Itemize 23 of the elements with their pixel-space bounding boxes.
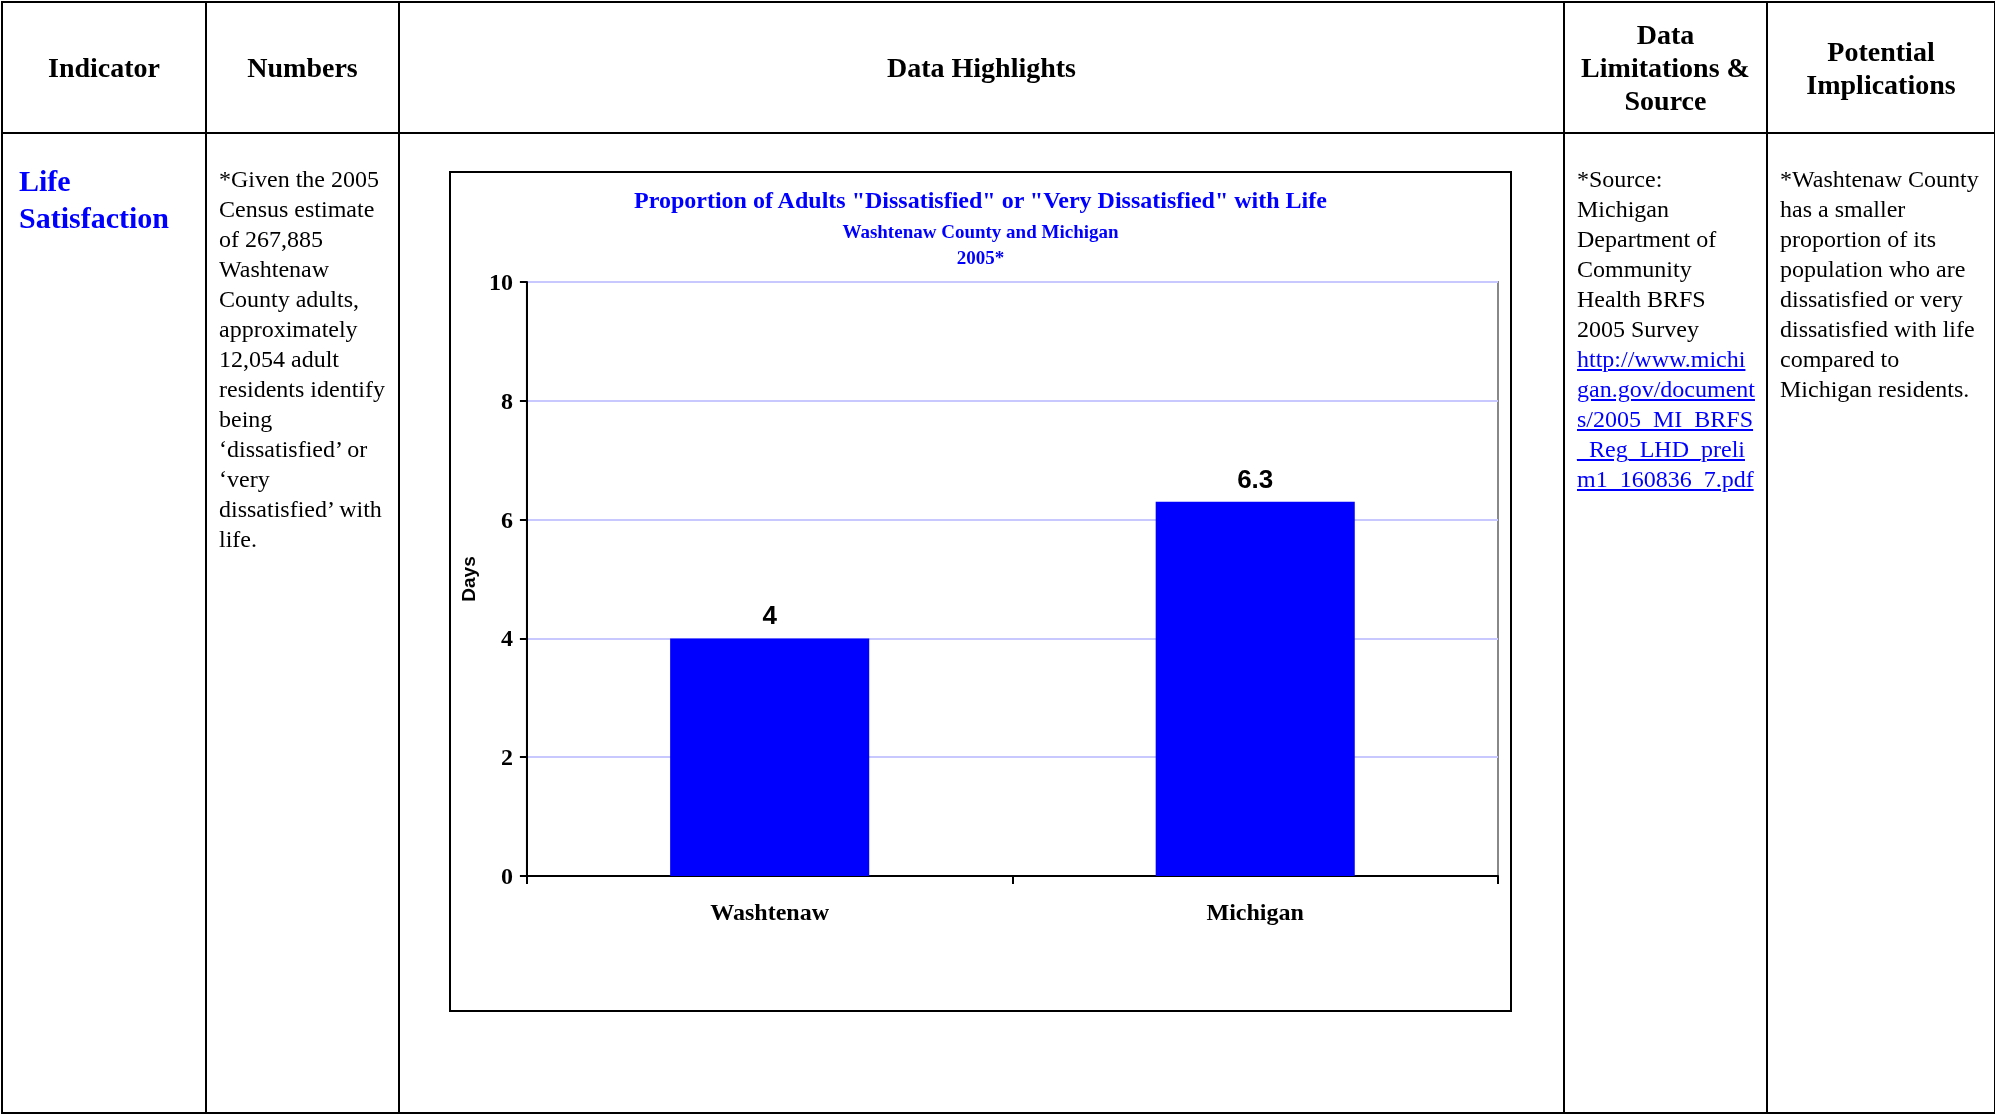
text: Indicator xyxy=(2,2,206,133)
y-tick-label: 8 xyxy=(500,387,513,414)
text: Data Limitations & Source xyxy=(1564,2,1767,133)
text: *Source: Michigan Department of Community Health BRFS 2005 Survey xyxy=(1577,166,1717,342)
text: *Washtenaw County has a smaller proportion of its population who are dissatisfied or very dissatisfied with life compared to Michigan residents. xyxy=(1767,133,1995,1113)
text: Data Highlights xyxy=(399,2,1564,133)
x-tick-label: Michigan xyxy=(1206,899,1304,925)
y-tick-label: 0 xyxy=(500,863,513,889)
text: http://www.michigan.gov/documents/2005_MI_BRFS_Reg_LHD_prelim1_160836_7.pdf xyxy=(1577,346,1755,492)
text: Numbers xyxy=(206,2,399,133)
chart-subtitle: Washtenaw County and Michigan 2005* xyxy=(842,220,1119,268)
x-tick-label: Washtenaw xyxy=(710,899,830,925)
y-tick-label: 10 xyxy=(488,269,513,295)
text: Life Satisfaction xyxy=(2,133,206,1113)
y-tick-label: 4 xyxy=(500,625,513,652)
chart-title: Proportion of Adults "Dissatisfied" or "Very Dissatisfied" with Life xyxy=(634,187,1328,213)
text: *Given the 2005 Census estimate of 267,885 Washtenaw County adults, approximately 12,054 adult residents identify being ‘dissatisfied’ or ‘very dissatisfied’ with life. xyxy=(219,166,385,552)
y-tick-label: 6 xyxy=(500,506,513,533)
data-label: 4 xyxy=(762,600,778,631)
y-tick-label: 2 xyxy=(500,744,513,771)
text: Potential Implications xyxy=(1767,2,1995,133)
y-axis-title: Days xyxy=(458,556,479,602)
data-label: 6.3 xyxy=(1237,463,1274,494)
